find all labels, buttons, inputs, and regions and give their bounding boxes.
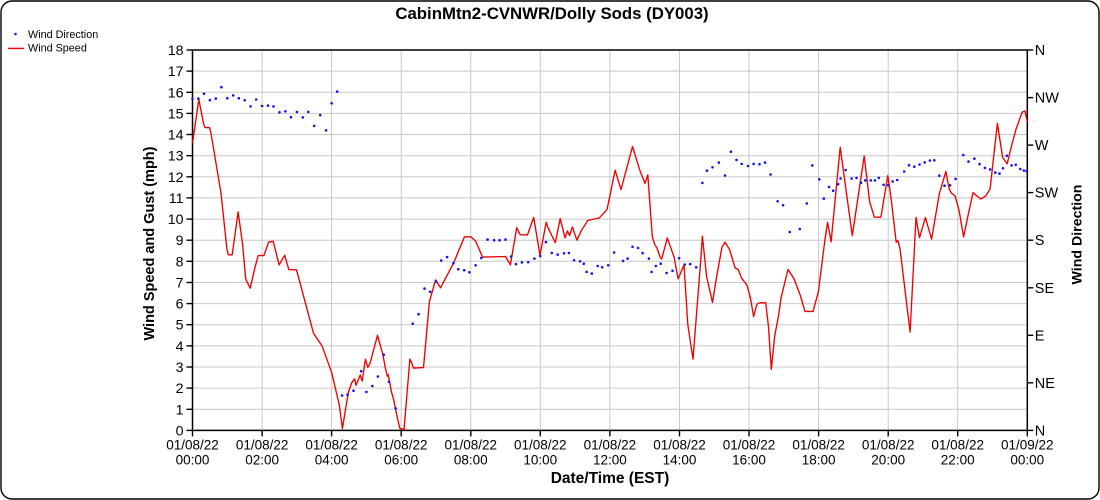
- svg-text:01/08/22: 01/08/22: [931, 437, 984, 452]
- svg-text:01/08/22: 01/08/22: [375, 437, 428, 452]
- svg-text:0: 0: [176, 423, 184, 439]
- svg-text:01/08/22: 01/08/22: [305, 437, 358, 452]
- svg-text:16:00: 16:00: [732, 452, 766, 467]
- svg-text:01/08/22: 01/08/22: [445, 437, 498, 452]
- svg-text:9: 9: [176, 233, 184, 249]
- svg-text:04:00: 04:00: [315, 452, 349, 467]
- svg-text:7: 7: [176, 276, 184, 292]
- svg-text:01/08/22: 01/08/22: [862, 437, 915, 452]
- svg-text:00:00: 00:00: [1010, 452, 1044, 467]
- svg-text:Wind Speed and Gust (mph): Wind Speed and Gust (mph): [142, 146, 158, 340]
- svg-text:11: 11: [169, 191, 184, 207]
- svg-text:01/08/22: 01/08/22: [792, 437, 845, 452]
- svg-text:14:00: 14:00: [663, 452, 697, 467]
- svg-text:W: W: [1035, 138, 1049, 154]
- svg-text:01/08/22: 01/08/22: [584, 437, 637, 452]
- svg-text:1: 1: [176, 402, 184, 418]
- svg-text:08:00: 08:00: [454, 452, 488, 467]
- svg-text:S: S: [1035, 233, 1045, 249]
- svg-text:N: N: [1035, 423, 1045, 439]
- svg-text:12:00: 12:00: [593, 452, 627, 467]
- svg-text:01/09/22: 01/09/22: [1001, 437, 1054, 452]
- svg-text:01/08/22: 01/08/22: [236, 437, 289, 452]
- svg-text:E: E: [1035, 328, 1045, 344]
- svg-text:SE: SE: [1035, 281, 1055, 297]
- svg-text:16: 16: [168, 85, 184, 101]
- svg-text:2: 2: [176, 381, 184, 397]
- svg-text:18:00: 18:00: [802, 452, 836, 467]
- svg-text:12: 12: [168, 170, 184, 186]
- svg-text:Date/Time (EST): Date/Time (EST): [551, 470, 670, 487]
- svg-text:10:00: 10:00: [523, 452, 557, 467]
- svg-text:NW: NW: [1035, 91, 1059, 107]
- svg-text:CabinMtn2-CVNWR/Dolly Sods (DY: CabinMtn2-CVNWR/Dolly Sods (DY003): [395, 4, 708, 23]
- svg-text:17: 17: [168, 64, 184, 80]
- svg-text:5: 5: [176, 318, 184, 334]
- svg-text:4: 4: [176, 339, 184, 355]
- svg-text:13: 13: [168, 149, 184, 165]
- svg-text:01/08/22: 01/08/22: [166, 437, 219, 452]
- svg-text:18: 18: [168, 43, 184, 59]
- svg-text:06:00: 06:00: [384, 452, 418, 467]
- svg-text:01/08/22: 01/08/22: [514, 437, 567, 452]
- svg-text:14: 14: [168, 128, 184, 144]
- svg-text:01/08/22: 01/08/22: [653, 437, 706, 452]
- svg-text:SW: SW: [1035, 186, 1059, 202]
- svg-text:20:00: 20:00: [871, 452, 905, 467]
- svg-text:22:00: 22:00: [941, 452, 975, 467]
- svg-text:N: N: [1035, 43, 1045, 59]
- svg-text:6: 6: [176, 297, 184, 313]
- svg-text:8: 8: [176, 254, 184, 270]
- svg-text:00:00: 00:00: [176, 452, 210, 467]
- svg-text:Wind Direction: Wind Direction: [1070, 185, 1086, 285]
- svg-text:3: 3: [176, 360, 184, 376]
- svg-text:02:00: 02:00: [245, 452, 279, 467]
- svg-text:Wind Direction: Wind Direction: [28, 29, 98, 41]
- svg-text:NE: NE: [1035, 376, 1055, 392]
- svg-text:Wind Speed: Wind Speed: [28, 43, 87, 55]
- svg-text:01/08/22: 01/08/22: [723, 437, 776, 452]
- svg-text:10: 10: [168, 212, 184, 228]
- svg-text:15: 15: [168, 106, 184, 122]
